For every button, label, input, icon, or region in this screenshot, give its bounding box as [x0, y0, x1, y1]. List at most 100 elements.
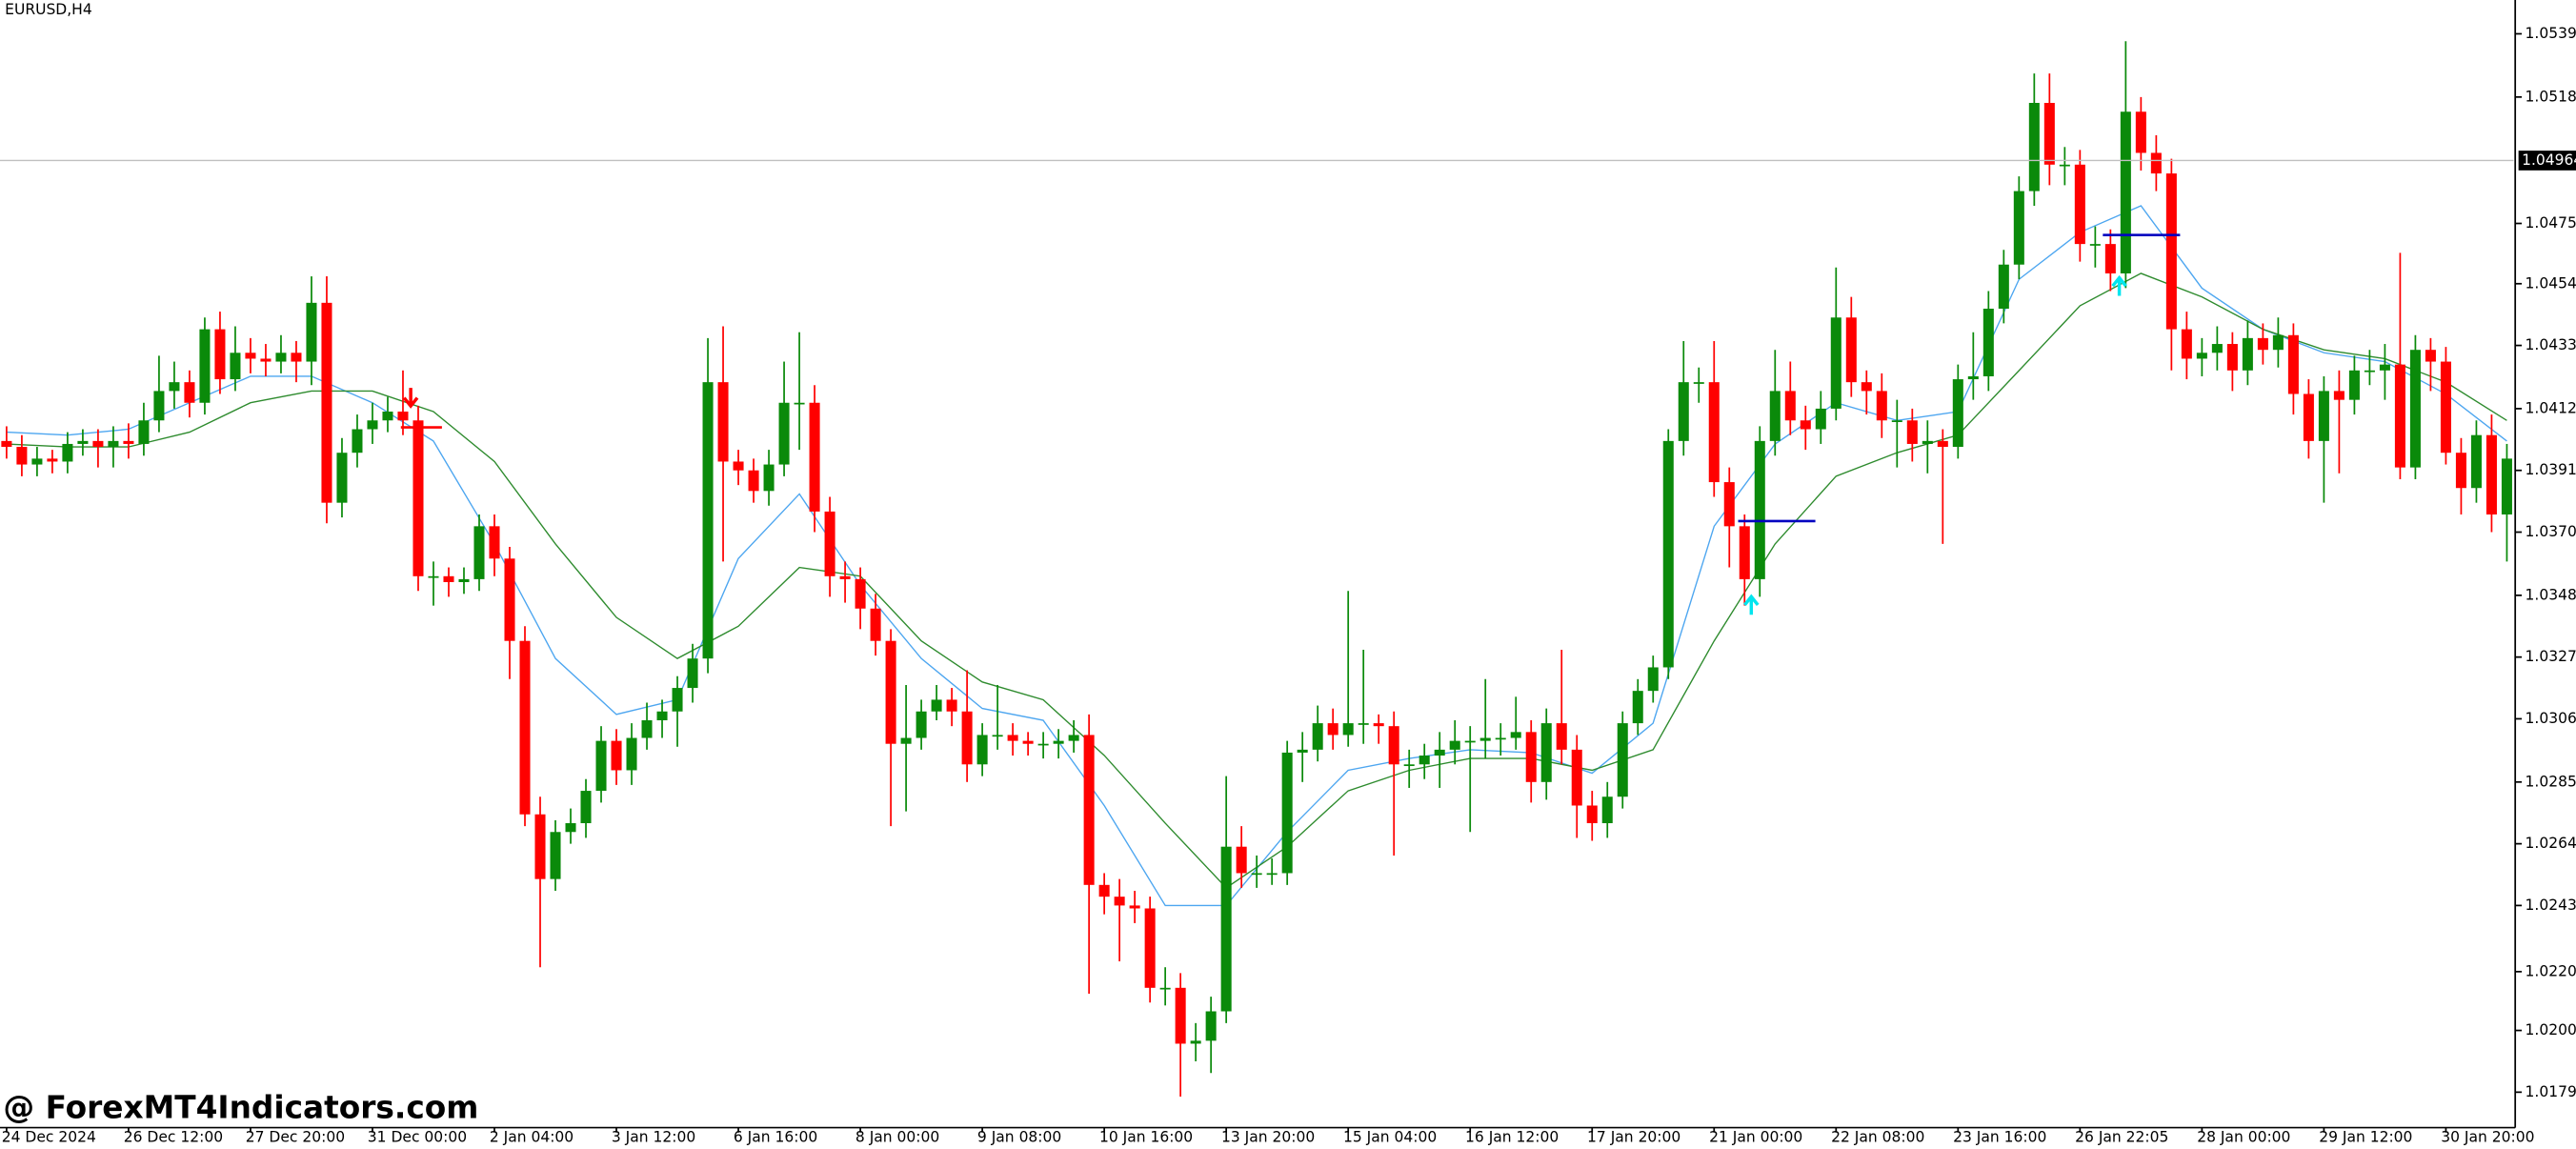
- candle-body: [702, 382, 714, 659]
- candle-body: [2333, 391, 2345, 400]
- x-tick-label: 8 Jan 00:00: [855, 1128, 939, 1145]
- y-tick-label: 1.04120: [2526, 399, 2576, 416]
- candle-body: [2379, 364, 2390, 371]
- candle-body: [1358, 723, 1369, 725]
- candle-body: [2120, 111, 2131, 273]
- candle-body: [428, 575, 439, 578]
- candle-body: [2181, 329, 2192, 359]
- candle-body: [1388, 726, 1399, 765]
- candle-body: [1327, 723, 1338, 736]
- x-tick-label: 2 Jan 04:00: [490, 1128, 574, 1145]
- candle-body: [1586, 805, 1598, 824]
- candle-body: [1053, 740, 1064, 744]
- candle-body: [92, 440, 104, 448]
- candle-body: [1937, 440, 1948, 448]
- candle-body: [1617, 723, 1628, 797]
- candle-body: [1510, 732, 1521, 738]
- y-tick-label: 1.01795: [2526, 1083, 2576, 1100]
- x-tick-label: 6 Jan 16:00: [734, 1128, 817, 1145]
- candle-body: [184, 382, 195, 403]
- candle-body: [1236, 846, 1247, 874]
- candle-body: [1495, 737, 1506, 740]
- candle-body: [855, 578, 866, 609]
- candle-body: [2485, 434, 2497, 515]
- candle-body: [550, 832, 561, 879]
- x-tick-label: 27 Dec 20:00: [246, 1128, 345, 1145]
- candle-body: [2364, 370, 2375, 373]
- candle-body: [1845, 317, 1857, 383]
- candle-body: [641, 720, 653, 738]
- candle-body: [1723, 482, 1735, 527]
- candle-body: [16, 447, 28, 465]
- candle-body: [931, 699, 942, 712]
- y-tick-label: 1.03275: [2526, 648, 2576, 665]
- candle-body: [1251, 873, 1262, 876]
- candle-body: [1922, 440, 1933, 444]
- candle-body: [2409, 350, 2421, 468]
- candle-body: [169, 382, 180, 392]
- candle-body: [275, 353, 287, 362]
- candle-body: [1891, 420, 1902, 422]
- x-tick-label: 10 Jan 16:00: [1099, 1128, 1193, 1145]
- candle-body: [763, 464, 775, 492]
- candle-body: [1601, 796, 1613, 824]
- candle-body: [1647, 667, 1659, 692]
- candle-body: [2501, 458, 2512, 515]
- candle-body: [1220, 846, 1232, 1012]
- candle-body: [123, 440, 134, 444]
- candle-body: [946, 699, 957, 712]
- candle-body: [1906, 420, 1918, 444]
- candle-body: [1982, 309, 1994, 376]
- y-tick-label: 1.04750: [2526, 214, 2576, 232]
- y-tick-label: 1.05180: [2526, 88, 2576, 105]
- candle-body: [2257, 337, 2268, 351]
- candle-body: [77, 440, 89, 444]
- y-tick-label: 1.03065: [2526, 710, 2576, 727]
- candle-body: [336, 453, 348, 503]
- candle-body: [1815, 408, 1826, 430]
- candle-body: [2089, 244, 2101, 246]
- candle-body: [1708, 382, 1720, 483]
- candle-body: [778, 402, 790, 465]
- candle-body: [1830, 317, 1841, 409]
- candle-body: [992, 735, 1003, 737]
- candle-body: [108, 440, 119, 448]
- candle-body: [2104, 244, 2116, 273]
- candle-body: [1662, 440, 1674, 668]
- candle-body: [1693, 382, 1704, 384]
- candle-body: [1, 440, 12, 448]
- candle-body: [2074, 164, 2085, 245]
- x-tick-label: 28 Jan 00:00: [2197, 1128, 2290, 1145]
- x-tick-label: 17 Jan 20:00: [1587, 1128, 1680, 1145]
- candle-body: [672, 688, 683, 712]
- candle-body: [1205, 1011, 1217, 1041]
- candle-body: [1479, 737, 1491, 741]
- candle-body: [397, 412, 409, 421]
- candle-body: [2242, 337, 2253, 371]
- candle-body: [2455, 453, 2466, 489]
- candle-body: [839, 575, 851, 579]
- candle-body: [824, 511, 835, 576]
- candle-body: [580, 791, 592, 824]
- candle-body: [47, 458, 58, 462]
- candle-body: [2135, 111, 2146, 153]
- candle-body: [382, 412, 393, 421]
- candle-body: [62, 443, 73, 462]
- candle-body: [976, 735, 988, 765]
- candle-body: [1571, 749, 1582, 806]
- candle-body: [1464, 740, 1476, 743]
- candle-body: [1952, 379, 1963, 448]
- candle-body: [717, 382, 729, 462]
- candle-body: [458, 578, 470, 582]
- candle-body: [1114, 897, 1125, 906]
- candle-body: [504, 558, 515, 641]
- candle-body: [2318, 391, 2329, 441]
- candle-body: [916, 711, 927, 738]
- candle-body: [1068, 735, 1079, 741]
- candle-body: [2348, 370, 2360, 400]
- candle-body: [1403, 764, 1415, 767]
- candle-body: [367, 420, 378, 430]
- candle-body: [1098, 884, 1110, 897]
- candle-body: [413, 420, 424, 576]
